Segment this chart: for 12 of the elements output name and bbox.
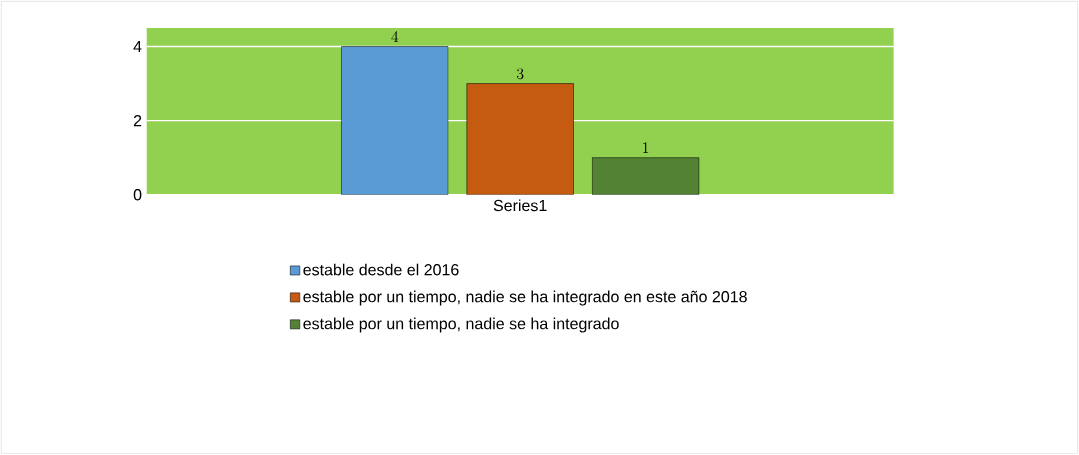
y-tick-label: 4: [133, 41, 142, 53]
bar: [466, 83, 574, 195]
legend-label: estable por un tiempo, nadie se ha integrado en este año 2018: [303, 290, 747, 306]
data-label: 4: [391, 31, 399, 42]
x-tick-label: Series1: [493, 199, 547, 212]
y-tick-label: 2: [133, 115, 142, 127]
legend-label: estable desde el 2016: [303, 263, 459, 276]
data-label: 1: [643, 142, 649, 154]
y-tick-label: 0: [133, 189, 142, 201]
data-label: 3: [516, 68, 524, 80]
bar: [591, 157, 700, 195]
legend-label: estable por un tiempo, nadie se ha integrado: [303, 317, 619, 333]
